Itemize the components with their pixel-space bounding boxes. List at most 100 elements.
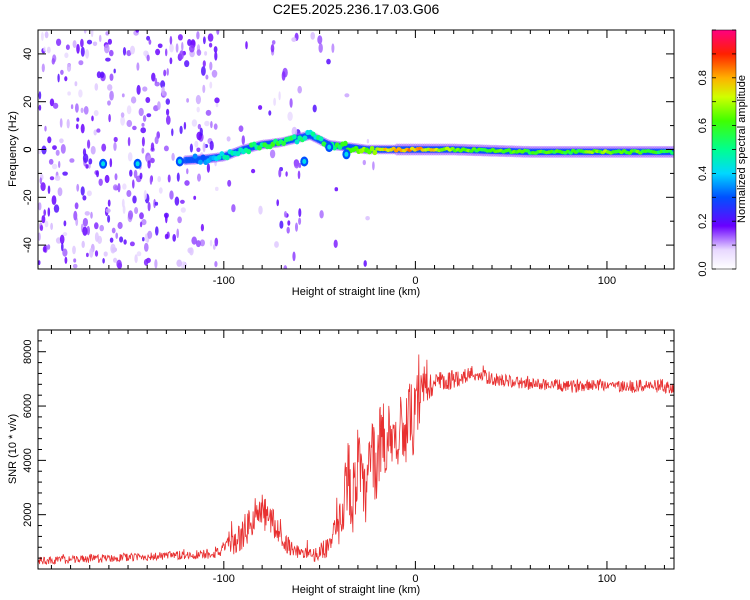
spectrogram-noise-cell (150, 142, 155, 151)
spectrogram-noise-cell (107, 100, 111, 106)
spectrogram-noise-cell (87, 139, 91, 149)
spectrogram-noise-cell (53, 204, 60, 213)
spectrogram-noise-cell (298, 217, 302, 225)
spectrogram-noise-cell (103, 251, 108, 257)
spectrogram-noise-cell (297, 85, 303, 94)
spectrogram-noise-cell (98, 178, 103, 186)
spectrogram-noise-cell (136, 251, 142, 257)
spectrogram-noise-cell (82, 217, 88, 227)
spectrogram-noise-cell (298, 208, 302, 218)
spectrogram-noise-cell (86, 252, 89, 258)
spectrogram-noise-cell (49, 98, 55, 107)
snr-ytick-label: 4000 (22, 448, 34, 472)
spectrogram-ridge-cell (219, 151, 225, 157)
snr-xtick-label: 100 (598, 573, 616, 585)
spectrogram-noise-cell (177, 34, 183, 41)
spectrogram-noise-cell (147, 160, 151, 169)
spectrogram-noise-cell (227, 179, 232, 187)
colorbar-label: Normalized spectral amplitude (736, 75, 748, 223)
spectrogram-noise-cell (41, 215, 46, 224)
spectrogram-noise-cell (39, 224, 44, 231)
spectrogram-noise-cell (209, 239, 213, 247)
spectrogram-ridge-cell (200, 154, 206, 160)
spectrogram-ytick-label: -20 (22, 189, 34, 205)
spectrogram-noise-cell (177, 216, 182, 224)
snr-ytick-label: 8000 (22, 339, 34, 363)
spectrogram-noise-cell (142, 86, 148, 92)
spectrogram-noise-cell (94, 83, 99, 91)
spectrogram-noise-cell (216, 30, 220, 35)
spectrogram-noise-cell (334, 187, 339, 192)
spectrogram-noise-cell (281, 71, 286, 81)
spectrogram-noise-cell (189, 143, 193, 153)
spectrogram-noise-cell (157, 176, 161, 183)
spectrogram-noise-cell (66, 118, 70, 129)
spectrogram-noise-cell (120, 112, 125, 118)
spectrogram-noise-cell (143, 189, 147, 200)
spectrogram-noise-cell (167, 174, 171, 183)
spectrogram-noise-cell (289, 98, 293, 108)
spectrogram-noise-cell (122, 47, 127, 56)
spectrogram-noise-cell (174, 196, 180, 206)
spectrogram-ridge-cell (224, 155, 230, 161)
snr-xtick-label: -100 (213, 573, 235, 585)
spectrogram-noise-cell (76, 117, 80, 122)
spectrogram-noise-cell (180, 207, 186, 213)
spectrogram-noise-cell (115, 232, 118, 239)
spectrogram-noise-cell (274, 241, 279, 248)
spectrogram-noise-cell (78, 89, 83, 98)
spectrogram-noise-cell (39, 177, 42, 185)
spectrogram-noise-cell (202, 142, 206, 153)
spectrogram-noise-cell (75, 103, 79, 113)
spectrogram-noise-cell (58, 160, 61, 169)
spectrogram-noise-cell (74, 202, 79, 210)
spectrogram-noise-cell (99, 224, 104, 232)
spectrogram-noise-cell (175, 43, 179, 53)
spectrogram-noise-cell (136, 84, 141, 95)
spectrogram-noise-cell (50, 222, 53, 230)
spectrogram-noise-cell (126, 105, 132, 115)
spectrogram-noise-cell (292, 251, 296, 262)
chart-title: C2E5.2025.236.17.03.G06 (273, 1, 440, 17)
spectrogram-noise-cell (186, 98, 190, 103)
spectrogram-noise-cell (166, 115, 171, 125)
colorbar: 0.0 0.2 0.4 0.6 0.8 Normalized spectral ampl… (697, 29, 748, 277)
spectrogram-noise-cell (132, 195, 137, 204)
spectrogram-noise-cell (141, 136, 145, 147)
spectrogram-noise-cell (310, 32, 316, 40)
spectrogram-noise-cell (141, 147, 145, 154)
spectrogram-noise-cell (166, 108, 170, 116)
spectrogram-noise-cell (319, 210, 324, 219)
spectrogram-noise-cell (38, 232, 41, 241)
spectrogram-noise-cell (258, 105, 263, 110)
spectrogram-noise-cell (195, 240, 201, 248)
spectrogram-ridge-cell (342, 140, 348, 146)
spectrogram-ridge-cell (192, 153, 198, 159)
spectrogram-noise-cell (44, 125, 47, 132)
spectrogram-noise-cell (196, 31, 200, 40)
spectrogram-noise-cell (86, 39, 93, 45)
spectrogram-blob-core (344, 151, 349, 157)
spectrogram-noise-cell (93, 129, 97, 136)
spectrogram-noise-cell (181, 41, 184, 51)
spectrogram-noise-cell (215, 103, 219, 108)
spectrogram-noise-cell (107, 215, 111, 223)
spectrogram-noise-cell (184, 60, 190, 68)
spectrogram-noise-cell (69, 158, 75, 163)
spectrogram-noise-cell (142, 237, 145, 242)
spectrogram-noise-cell (206, 163, 210, 173)
spectrogram-blob-core (135, 161, 140, 167)
spectrogram-noise-cell (141, 122, 145, 127)
spectrogram-noise-cell (187, 39, 192, 46)
spectrogram-noise-cell (135, 30, 139, 33)
spectrogram-noise-cell (169, 190, 174, 200)
spectrogram-blob-core (327, 144, 332, 150)
spectrogram-noise-cell (48, 158, 54, 165)
spectrogram-noise-cell (202, 84, 206, 94)
spectrogram-noise-cell (176, 228, 179, 239)
spectrogram-noise-cell (283, 211, 288, 218)
spectrogram-noise-cell (105, 57, 111, 62)
spectrogram-noise-cell (109, 158, 113, 168)
spectrogram-noise-cell (169, 35, 173, 45)
spectrogram-noise-cell (344, 93, 350, 98)
